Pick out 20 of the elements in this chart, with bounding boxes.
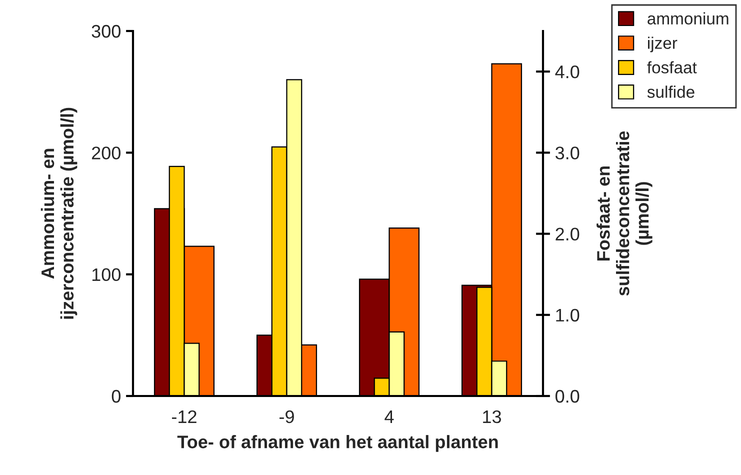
y-tick-label: 100	[92, 268, 120, 282]
y2-tick-label: 1.0	[556, 308, 580, 322]
legend-label: fosfaat	[647, 61, 697, 74]
y-axis-title: Ammonium- en ijzerconcentratie (µmol/l)	[40, 108, 78, 319]
x-tick-label: 13	[483, 410, 501, 424]
y2-tick-label: 3.0	[555, 146, 580, 160]
x-tick-label: -12	[172, 410, 196, 423]
y2-tick-label: 4.0	[555, 65, 580, 78]
x-tick-label: -9	[280, 410, 294, 424]
y-tick-label: 200	[92, 146, 120, 160]
y-tick-label: 300	[92, 24, 120, 38]
legend-label: ijzer	[648, 36, 678, 52]
legend-label: sulfide	[647, 86, 694, 98]
y2-axis-title: Fosfaat- en sulfideconcentratie (µmol/l)	[596, 131, 652, 296]
x-axis-title: Toe- of afname van het aantal planten	[177, 435, 498, 452]
y2-tick-label: 0.0	[556, 390, 580, 403]
x-tick-label: 4	[384, 410, 394, 423]
y-tick-label: 0	[112, 390, 120, 403]
legend-label: ammonium	[648, 12, 728, 24]
y2-tick-label: 2.0	[556, 228, 580, 240]
